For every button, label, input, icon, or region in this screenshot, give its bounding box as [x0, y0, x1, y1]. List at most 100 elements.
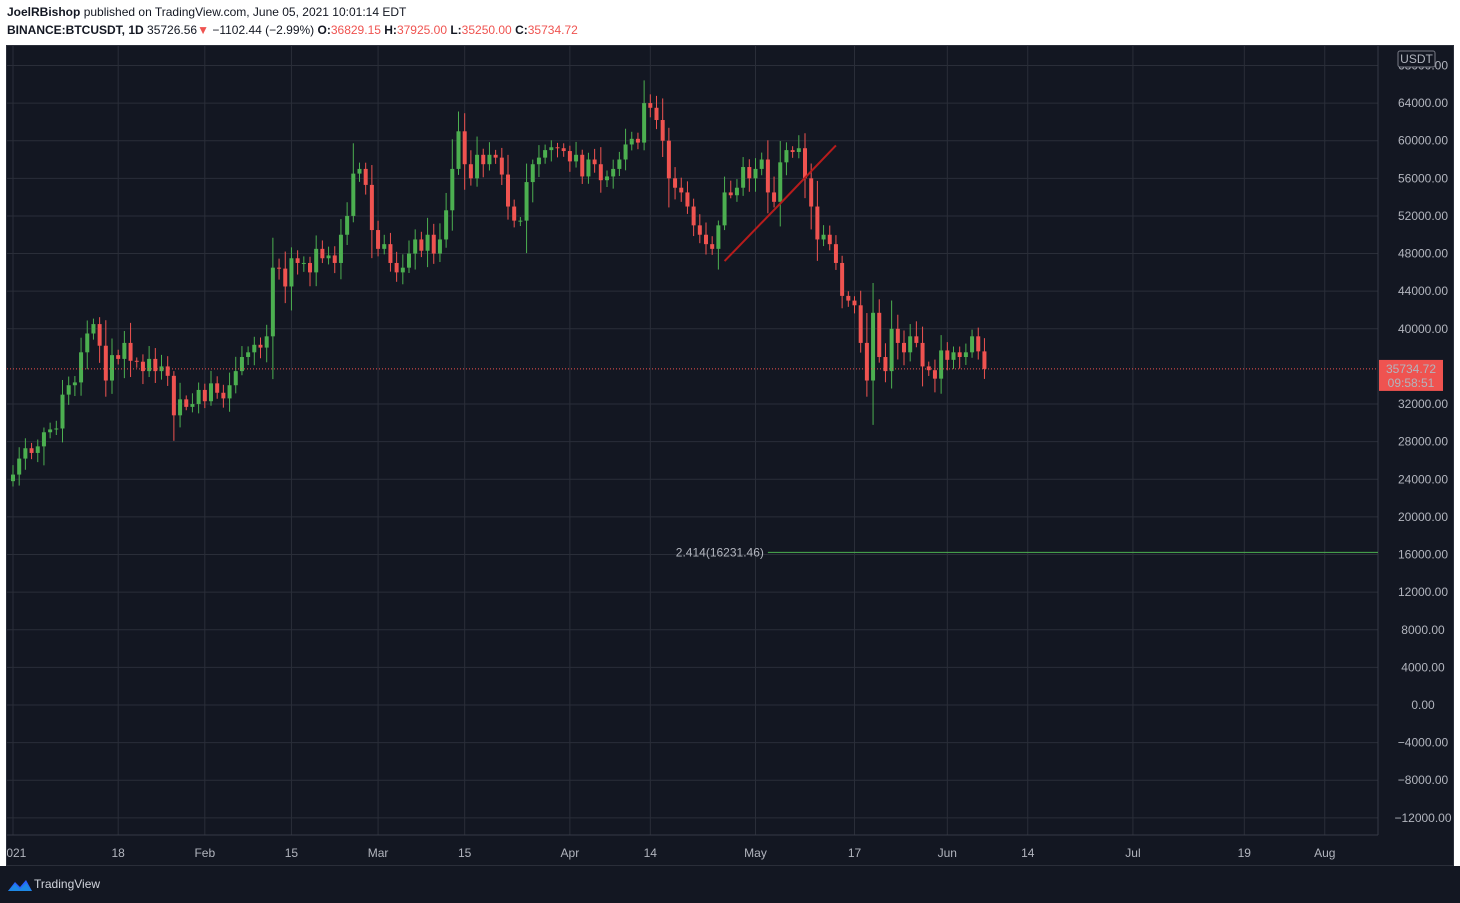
candle-body	[425, 234, 430, 251]
candle-body	[493, 154, 498, 158]
low-label: L:	[450, 23, 462, 37]
price-change: −1102.44 (−2.99%)	[212, 23, 315, 37]
y-tick-label: 20000.00	[1398, 510, 1448, 524]
candle-body	[190, 404, 195, 407]
candle-body	[171, 375, 176, 416]
candle-body	[864, 342, 869, 381]
candle-body	[598, 164, 603, 181]
candle-body	[301, 262, 306, 264]
x-tick-label: Jul	[1125, 846, 1140, 860]
candle-body	[506, 174, 510, 207]
candle-body	[654, 107, 659, 121]
candle-body	[617, 159, 622, 169]
current-price-badge[interactable]	[1379, 359, 1443, 391]
chart-header: JoelRBishop published on TradingView.com…	[0, 0, 1460, 44]
candle-body	[704, 234, 708, 245]
candle-body	[122, 342, 127, 359]
y-tick-label: 0.00	[1411, 698, 1435, 712]
candle-body	[555, 147, 560, 149]
x-tick-label: 17	[848, 846, 862, 860]
x-tick-label: 2021	[7, 846, 27, 860]
candle-body	[592, 159, 597, 165]
candle-body	[871, 312, 876, 381]
price-chart[interactable]: 68000.0064000.0060000.0056000.0052000.00…	[7, 46, 1453, 865]
currency-label-box[interactable]	[1397, 50, 1436, 68]
candle-body	[803, 148, 807, 179]
x-tick-label: 19	[1238, 846, 1252, 860]
high-value: 37925.00	[396, 23, 447, 37]
candle-body	[239, 357, 244, 372]
tradingview-logo-icon[interactable]	[7, 878, 33, 892]
y-tick-label: 60000.00	[1398, 134, 1448, 148]
candle-body	[512, 206, 517, 221]
candle-body	[437, 239, 442, 254]
candle-body	[66, 385, 71, 395]
x-tick-label: May	[744, 846, 767, 860]
candle-body	[648, 103, 653, 108]
candle-body	[382, 244, 387, 249]
x-tick-label: Mar	[368, 846, 389, 860]
y-tick-label: 48000.00	[1398, 247, 1448, 261]
y-tick-label: 64000.00	[1398, 96, 1448, 110]
y-tick-label: −8000.00	[1398, 773, 1449, 787]
candle-body	[394, 262, 399, 273]
x-tick-label: Aug	[1314, 846, 1335, 860]
candle-body	[462, 131, 467, 165]
candle-body	[827, 234, 832, 245]
chart-pane[interactable]: 68000.0064000.0060000.0056000.0052000.00…	[6, 45, 1454, 866]
candle-body	[765, 159, 770, 193]
candle-body	[431, 234, 436, 254]
candle-body	[623, 144, 628, 160]
x-tick-label: Feb	[194, 846, 215, 860]
publish-info: JoelRBishop published on TradingView.com…	[7, 5, 406, 19]
candle-body	[413, 239, 418, 254]
candle-body	[376, 230, 381, 249]
candle-body	[784, 150, 789, 163]
author-name[interactable]: JoelRBishop	[7, 5, 81, 19]
candle-body	[227, 385, 232, 399]
candle-body	[338, 234, 343, 263]
candle-body	[363, 168, 368, 185]
candle-body	[945, 350, 950, 360]
candle-body	[54, 428, 59, 430]
candle-body	[605, 176, 609, 181]
candle-body	[400, 267, 405, 273]
currency-label: USDT	[1400, 52, 1433, 66]
candle-body	[574, 154, 579, 162]
y-tick-label: 44000.00	[1398, 284, 1448, 298]
candle-body	[85, 333, 90, 353]
y-tick-label: 52000.00	[1398, 209, 1448, 223]
candle-body	[790, 150, 795, 152]
candle-body	[153, 358, 158, 372]
close-value: 35734.72	[527, 23, 578, 37]
candle-body	[821, 234, 826, 240]
candle-body	[48, 429, 53, 433]
candle-body	[388, 244, 393, 263]
candle-body	[957, 352, 962, 358]
candle-body	[246, 352, 251, 358]
candle-body	[970, 336, 975, 353]
close-label: C:	[515, 23, 528, 37]
candle-body	[419, 239, 424, 251]
candle-body	[586, 159, 591, 177]
candle-body	[642, 103, 647, 143]
candle-body	[660, 120, 665, 141]
candle-body	[450, 168, 455, 211]
candle-body	[159, 366, 164, 372]
y-tick-label: 32000.00	[1398, 397, 1448, 411]
candle-body	[116, 355, 121, 359]
candle-body	[140, 361, 145, 372]
tradingview-brand[interactable]: TradingView	[34, 877, 101, 891]
candle-body	[147, 358, 152, 372]
candle-body	[456, 131, 461, 169]
candle-body	[35, 446, 40, 453]
pattern-line[interactable]	[723, 144, 837, 262]
candle-body	[796, 148, 801, 152]
y-tick-label: 56000.00	[1398, 171, 1448, 185]
x-tick-label: 14	[644, 846, 658, 860]
candle-body	[536, 157, 541, 165]
candle-body	[97, 324, 102, 346]
candle-body	[691, 206, 696, 226]
y-tick-label: 8000.00	[1401, 623, 1445, 637]
candle-body	[314, 248, 319, 273]
